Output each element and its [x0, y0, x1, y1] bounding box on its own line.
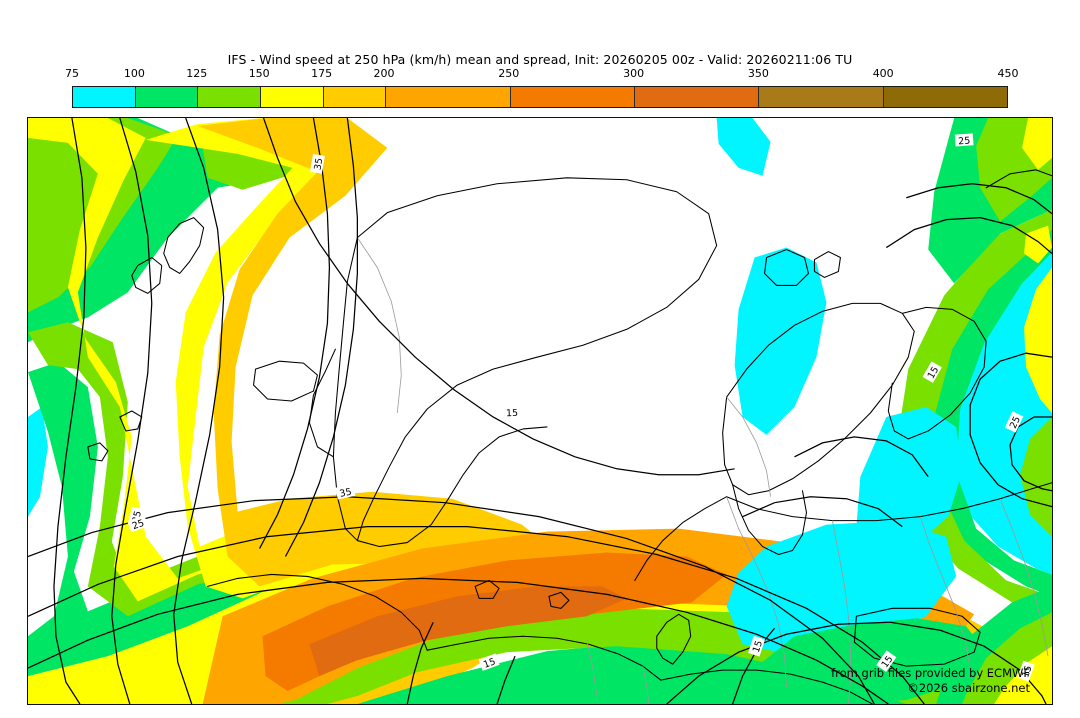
coastlines-layer: [87, 169, 1052, 704]
colorbar-gradient: [72, 86, 1008, 108]
colorbar-bin-175-200: [323, 87, 387, 107]
colorbar-tick-200: 200: [373, 67, 395, 80]
colorbar-bin-300-350: [635, 87, 760, 107]
fill-band-100-125: [922, 227, 1052, 597]
svg-text:15: 15: [751, 639, 765, 654]
colorbar-tick-350: 350: [747, 67, 769, 80]
colorbar-tick-100: 100: [123, 67, 145, 80]
svg-text:25: 25: [958, 136, 971, 148]
fill-band-75-100: [28, 407, 48, 517]
fill-band-150-175: [1024, 267, 1052, 413]
colorbar-tick-75: 75: [65, 67, 79, 80]
colorbar-bin-200-250: [386, 87, 511, 107]
svg-text:15: 15: [1020, 664, 1034, 679]
fill-band-150-175: [1024, 225, 1052, 264]
svg-text:15: 15: [926, 365, 942, 381]
colorbar-bin-400-450: [883, 87, 1007, 107]
colorbar-bin-75-100: [73, 87, 136, 107]
svg-text:35: 35: [339, 487, 353, 500]
contour-labels-layer: 35 15 35 25: [127, 133, 1035, 682]
colorbar-tick-250: 250: [498, 67, 520, 80]
svg-text:35: 35: [312, 157, 325, 171]
svg-text:25: 25: [131, 518, 146, 532]
colorbar-bin-125-150: [198, 87, 262, 107]
svg-text:25: 25: [1008, 415, 1023, 431]
colorbar-bin-250-300: [510, 87, 636, 107]
fill-band-125-150: [28, 322, 468, 704]
svg-text:15: 15: [506, 408, 518, 419]
colorbar-tick-labels: 75 100 125 150 175 200 250 300 350 400 450: [65, 67, 1019, 83]
colorbar-tick-450: 450: [997, 67, 1019, 80]
fill-band-300-350: [309, 586, 627, 677]
fill-band-75-100: [716, 118, 771, 176]
colorbar: 75 100 125 150 175 200 250 300 350 400 450: [65, 67, 1019, 108]
fill-band-150-175: [1022, 118, 1052, 170]
page-title: IFS - Wind speed at 250 hPa (km/h) mean …: [227, 52, 853, 67]
colorbar-bin-100-125: [135, 87, 199, 107]
spread-contours-layer: [28, 118, 1052, 704]
colorbar-tick-175: 175: [311, 67, 333, 80]
colorbar-tick-300: 300: [623, 67, 645, 80]
fill-band-75-100: [856, 407, 963, 553]
colorbar-tick-125: 125: [186, 67, 208, 80]
fill-band-75-100: [734, 247, 827, 435]
colorbar-tick-150: 150: [248, 67, 270, 80]
svg-text:15: 15: [482, 656, 497, 670]
colorbar-tick-400: 400: [872, 67, 894, 80]
colorbar-bin-150-175: [261, 87, 324, 107]
fill-band-100-125: [754, 618, 987, 704]
map-svg: 35 15 35 25: [28, 118, 1052, 704]
map-plot-area: 35 15 35 25: [27, 117, 1053, 705]
colorbar-bin-350-400: [759, 87, 884, 107]
